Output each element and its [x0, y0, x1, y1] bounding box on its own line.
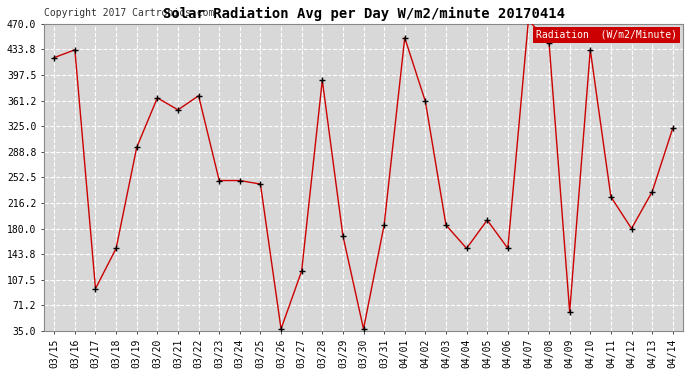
Title: Solar Radiation Avg per Day W/m2/minute 20170414: Solar Radiation Avg per Day W/m2/minute …: [163, 7, 564, 21]
Text: Radiation  (W/m2/Minute): Radiation (W/m2/Minute): [535, 30, 677, 40]
Text: Copyright 2017 Cartronics.com: Copyright 2017 Cartronics.com: [44, 8, 215, 18]
